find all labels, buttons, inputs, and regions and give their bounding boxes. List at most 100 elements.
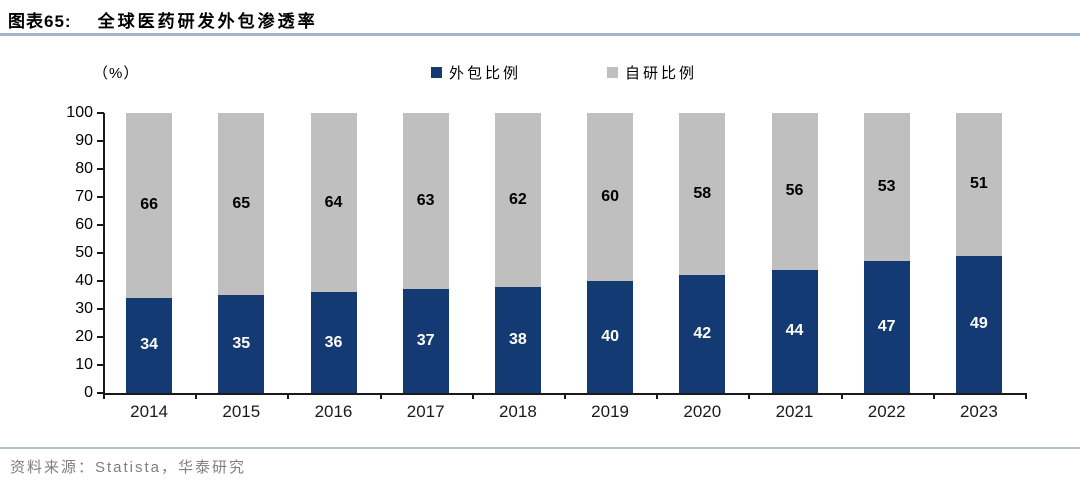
- figure-number: 图表65:: [8, 12, 72, 31]
- x-tick-mark: [840, 393, 843, 399]
- legend: 外包比例 自研比例: [430, 62, 697, 83]
- source-note: 资料来源：Statista，华泰研究: [10, 459, 247, 476]
- bar-segment-外包比例-2023: 49: [955, 255, 1002, 393]
- bar-segment-自研比例-2022: 53: [863, 113, 910, 262]
- x-tick-mark: [656, 393, 659, 399]
- bar-2019: 60 40: [587, 113, 634, 393]
- bar-value-label: 47: [877, 318, 896, 336]
- y-tick-mark: [97, 336, 104, 338]
- x-category-label: 2020: [683, 402, 722, 421]
- bar-value-label: 58: [693, 185, 712, 203]
- bar-value-label: 65: [232, 195, 251, 212]
- y-tick-label: 10: [75, 356, 93, 373]
- y-tick-label: 80: [75, 160, 93, 177]
- x-category-label: 2018: [498, 402, 537, 421]
- bar-value-label: 37: [416, 332, 435, 350]
- figure-header: 图表65: 全球医药研发外包渗透率: [8, 7, 318, 32]
- bar-2016: 64 36: [310, 113, 357, 393]
- y-tick-mark: [97, 392, 104, 394]
- bar-value-label: 53: [877, 178, 896, 196]
- y-tick-label: 100: [66, 104, 93, 121]
- y-tick-label: 90: [75, 132, 93, 149]
- bar-segment-自研比例-2016: 64: [310, 113, 357, 293]
- x-category-label: 2016: [314, 402, 353, 421]
- bar-2018: 62 38: [494, 113, 541, 393]
- x-tick-mark: [932, 393, 935, 399]
- bar-segment-外包比例-2020: 42: [679, 275, 726, 393]
- legend-item-0: 外包比例: [430, 62, 521, 83]
- bar-segment-外包比例-2019: 40: [587, 281, 634, 393]
- bar-value-label: 49: [969, 315, 988, 333]
- bar-segment-自研比例-2019: 60: [587, 113, 634, 281]
- y-tick-mark: [97, 140, 104, 142]
- x-tick-mark: [103, 393, 105, 399]
- y-tick-label: 60: [75, 216, 93, 233]
- y-tick-mark: [97, 112, 104, 114]
- bar-2017: 63 37: [402, 113, 449, 393]
- legend-swatch-icon: [607, 67, 618, 78]
- bar-value-label: 40: [601, 328, 619, 345]
- y-tick-label: 70: [75, 188, 93, 205]
- x-tick-mark: [564, 393, 566, 399]
- plot-area: 0 10 20 30 40 50 60 70 80 90 100 66 34 2014 65 35 2015 64…: [66, 104, 1027, 421]
- x-category-label: 2023: [959, 402, 998, 421]
- y-tick-mark: [97, 224, 104, 226]
- bar-segment-外包比例-2021: 44: [771, 269, 818, 393]
- bar-segment-自研比例-2020: 58: [679, 113, 726, 276]
- bar-value-label: 66: [140, 196, 158, 214]
- bar-segment-外包比例-2017: 37: [402, 289, 449, 393]
- y-tick-mark: [97, 280, 104, 282]
- bar-segment-外包比例-2015: 35: [218, 295, 265, 393]
- bar-value-label: 60: [601, 188, 619, 205]
- footer-divider: [0, 447, 1080, 449]
- legend-swatch-icon: [430, 67, 442, 78]
- bar-value-label: 38: [508, 330, 527, 348]
- x-tick-mark: [471, 393, 474, 399]
- legend-item-1: 自研比例: [607, 62, 697, 83]
- x-tick-mark: [195, 393, 198, 399]
- bar-value-label: 51: [969, 175, 988, 193]
- y-tick-label: 0: [84, 384, 93, 401]
- bar-value-label: 44: [785, 322, 804, 340]
- y-tick-label: 50: [75, 244, 93, 261]
- legend-label: 自研比例: [625, 65, 698, 82]
- y-tick-label: 20: [75, 328, 93, 345]
- bar-segment-外包比例-2022: 47: [863, 261, 910, 393]
- bar-segment-外包比例-2018: 38: [494, 286, 541, 393]
- y-tick-mark: [97, 196, 104, 198]
- x-category-label: 2021: [775, 402, 814, 421]
- bar-segment-自研比例-2018: 62: [494, 113, 541, 287]
- y-axis-line: [103, 113, 105, 395]
- y-tick-label: 40: [75, 272, 93, 289]
- bar-segment-外包比例-2016: 36: [310, 292, 357, 393]
- y-tick-mark: [97, 308, 104, 310]
- bar-2015: 65 35: [218, 113, 265, 393]
- x-tick-mark: [1025, 393, 1027, 399]
- x-category-label: 2019: [591, 402, 629, 421]
- bar-2020: 58 42: [679, 113, 726, 393]
- y-tick-mark: [97, 252, 104, 254]
- bar-value-label: 34: [140, 336, 158, 354]
- title-divider: [0, 33, 1080, 36]
- y-axis-unit-label: （%）: [93, 65, 140, 82]
- bar-segment-自研比例-2014: 66: [126, 113, 173, 298]
- bar-segment-自研比例-2023: 51: [955, 113, 1002, 256]
- y-tick-mark: [97, 364, 104, 366]
- legend-label: 外包比例: [448, 65, 521, 82]
- bar-segment-自研比例-2017: 63: [402, 113, 449, 290]
- bar-segment-自研比例-2015: 65: [218, 113, 265, 295]
- bar-value-label: 36: [324, 333, 343, 351]
- x-category-label: 2014: [130, 402, 168, 421]
- y-tick-label: 30: [75, 300, 93, 317]
- bar-value-label: 62: [508, 190, 527, 208]
- bar-value-label: 64: [324, 193, 343, 211]
- x-tick-mark: [379, 393, 382, 399]
- bar-2021: 56 44: [771, 113, 818, 393]
- x-tick-mark: [748, 393, 751, 399]
- bar-2022: 53 47: [863, 113, 910, 393]
- x-category-label: 2022: [867, 402, 906, 421]
- bar-value-label: 42: [693, 325, 712, 343]
- x-tick-mark: [287, 393, 290, 399]
- figure-title: 全球医药研发外包渗透率: [97, 12, 318, 31]
